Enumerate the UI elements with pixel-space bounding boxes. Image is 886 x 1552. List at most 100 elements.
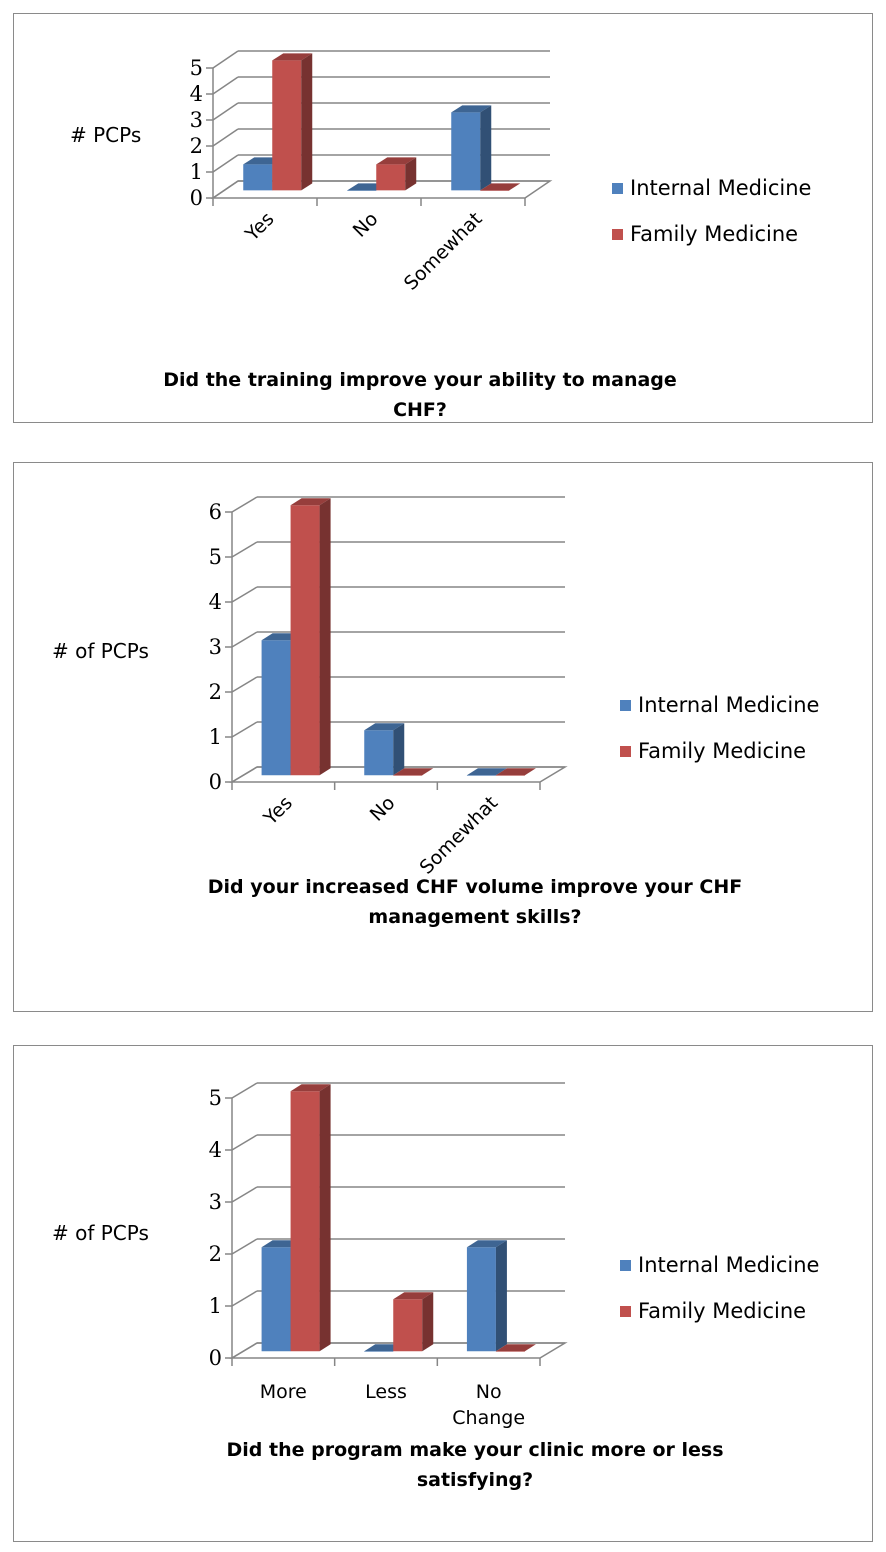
bar-internal-medicine [364,1351,394,1352]
chart-panel-2 [13,462,873,1012]
y-axis-label: # of PCPs [52,639,149,663]
x-category-label: Yes [259,792,297,830]
y-tick-label: 6 [209,500,222,524]
legend-swatch-family-medicine [612,229,623,240]
bar-top [364,723,405,731]
y-tick-label: 0 [190,186,203,210]
y-tick-label: 4 [209,590,222,614]
side-gridline [231,721,258,738]
bar-internal-medicine [466,775,496,776]
side-gridline [212,50,239,69]
y-tick-label: 5 [209,1086,222,1110]
bar-top [466,768,507,776]
legend-swatch-internal-medicine [620,1260,631,1271]
side-gridline [231,1082,258,1099]
side-gridline [231,1134,258,1151]
x-category-label: No [349,208,383,242]
bar-internal-medicine [364,730,394,776]
chart-panel-1 [13,13,873,423]
legend-swatch-internal-medicine [620,700,631,711]
chart-title: Did your increased CHF volume improve yo… [208,876,742,898]
legend-label: Family Medicine [630,222,798,246]
y-tick-label: 2 [209,1242,222,1266]
bar-family-medicine [290,1091,320,1352]
side-gridline [231,586,258,603]
bar-family-medicine [272,60,302,191]
bar-family-medicine [290,505,320,776]
bar-top [393,1292,434,1300]
chart-title: CHF? [393,399,447,421]
y-tick-label: 1 [190,160,203,184]
legend-label: Family Medicine [638,739,806,763]
chart-title: Did the training improve your ability to… [163,369,677,391]
side-gridline [212,128,239,147]
y-tick-label: 5 [190,56,203,80]
bar-top [495,1344,536,1352]
bar-side [393,723,405,776]
side-gridline [231,1238,258,1255]
side-gridline [231,631,258,648]
side-gridline [212,76,239,95]
y-tick-label: 4 [190,82,203,106]
y-tick-label: 2 [190,134,203,158]
bar-top [480,183,521,191]
y-tick-label: 0 [209,1346,222,1370]
y-tick-label: 0 [209,770,222,794]
side-gridline [231,541,258,558]
legend-swatch-family-medicine [620,746,631,757]
bar-side [480,105,492,191]
bar-family-medicine [480,190,510,191]
bar-top [393,768,434,776]
bar-top [290,1084,331,1092]
bar-top [272,53,313,61]
chart-title: satisfying? [417,1469,533,1491]
bar-top [376,157,417,165]
legend-label: Internal Medicine [630,176,811,200]
x-category-label: Somewhat [400,208,487,295]
bar-top [290,498,331,506]
y-tick-label: 5 [209,545,222,569]
y-tick-label: 2 [209,680,222,704]
bar-internal-medicine [261,640,291,776]
legend-label: Internal Medicine [638,693,819,717]
chart-title: management skills? [368,906,581,928]
legend-swatch-family-medicine [620,1306,631,1317]
y-tick-label: 3 [209,635,222,659]
side-gridline [212,154,239,173]
bar-family-medicine [393,775,423,776]
y-tick-label: 1 [209,725,222,749]
y-tick-label: 3 [209,1190,222,1214]
chart-title: Did the program make your clinic more or… [226,1439,723,1461]
legend-label: Internal Medicine [638,1253,819,1277]
legend-label: Family Medicine [638,1299,806,1323]
y-axis-label: # of PCPs [52,1221,149,1245]
chart-panel-3 [13,1045,873,1542]
bar-top [451,105,492,113]
y-axis-label: # PCPs [70,123,141,147]
bar-side [301,53,313,191]
bar-internal-medicine [243,164,273,191]
x-category-label: More [260,1381,307,1403]
x-category-label: Somewhat [416,792,503,879]
bar-internal-medicine [451,112,481,191]
bar-internal-medicine [347,190,377,191]
x-category-label: Change [452,1407,525,1429]
bar-internal-medicine [466,1247,496,1352]
bar-top [466,1240,507,1248]
bar-side [319,498,331,776]
bar-side [405,157,417,191]
side-gridline [231,1290,258,1307]
x-category-label: No [476,1381,502,1403]
bar-top [495,768,536,776]
x-category-label: Yes [241,208,279,246]
bar-side [422,1292,434,1352]
bar-family-medicine [495,775,525,776]
legend-swatch-internal-medicine [612,183,623,194]
y-tick-label: 3 [190,108,203,132]
x-category-label: No [366,792,400,826]
bar-family-medicine [495,1351,525,1352]
bar-family-medicine [376,164,406,191]
y-tick-label: 4 [209,1138,222,1162]
bar-side [495,1240,507,1352]
